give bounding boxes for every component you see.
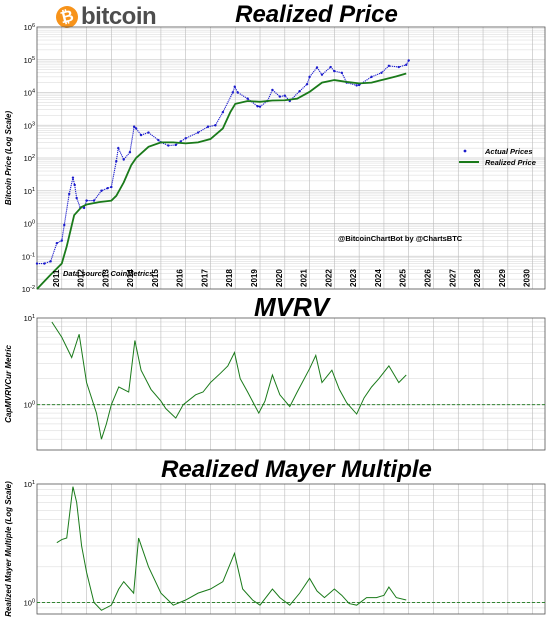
chart2-y-tick-label: 101	[24, 314, 35, 323]
chart1-y-tick-label: 102	[24, 154, 35, 163]
chart3-y-axis-label: Realized Mayer Multiple (Log Scale)	[4, 481, 13, 617]
chart2-y-tick-label: 100	[24, 401, 35, 410]
chart1-year-label: 2015	[151, 269, 160, 287]
bitcoin-logo: ₿ bitcoin	[53, 3, 157, 31]
chart1-y-tick-label: 10-2	[22, 285, 35, 294]
legend-actual-price-swatch	[463, 149, 467, 153]
chart1-year-label: 2030	[523, 269, 532, 287]
chart1-year-label: 2023	[349, 269, 358, 287]
chart1-y-tick-label: 100	[24, 220, 35, 229]
chart1-y-tick-label: 105	[24, 56, 35, 65]
chart1-frame	[36, 26, 546, 290]
realized-price-title: Realized Price	[235, 1, 398, 28]
mvrv-title: MVRV	[253, 292, 330, 322]
chart1-year-label: 2019	[250, 269, 259, 287]
chart1-year-label: 2020	[275, 269, 284, 287]
bitcoin-logo-text: bitcoin	[81, 3, 157, 30]
chart1-year-label: 2017	[200, 269, 209, 287]
chart1-year-label: 2013	[101, 269, 110, 287]
chart1-year-label: 2024	[374, 269, 383, 287]
legend-actual-price-label: Actual Prices	[484, 147, 533, 156]
chart1-year-label: 2014	[126, 269, 135, 287]
chart1-y-tick-label: 10-1	[22, 252, 35, 261]
chart1-year-label: 2012	[77, 269, 86, 287]
chart1-y-tick-label: 104	[24, 89, 35, 98]
chart2-y-axis-label: CapMVRVCur Metric	[4, 345, 13, 423]
chart1-realized-price-line	[36, 72, 407, 290]
chart1-year-label: 2026	[423, 269, 432, 287]
chart1-year-label: 2028	[473, 269, 482, 287]
chart3-frame	[36, 483, 546, 615]
chart1-year-label: 2022	[324, 269, 333, 287]
chart2-series-line	[51, 321, 407, 440]
chart1-y-axis-label: Bitcoin Price (Log Scale)	[4, 111, 13, 206]
data-source-annotation: Data source: CoinMetrics	[63, 269, 153, 278]
chart1-year-label: 2021	[300, 269, 309, 287]
chart1-year-label: 2011	[52, 269, 61, 287]
chart1-year-label: 2027	[448, 269, 457, 287]
credit-annotation: @BitcoinChartBot by @ChartsBTC	[338, 234, 463, 243]
chart1-year-label: 2016	[176, 269, 185, 287]
chart1-year-label: 2029	[498, 269, 507, 287]
chart3-y-tick-label: 100	[24, 599, 35, 608]
chart1-year-label: 2025	[399, 269, 408, 287]
chart3-series-line	[56, 486, 407, 611]
mayer-multiple-title: Realized Mayer Multiple	[161, 456, 432, 483]
chart1-y-tick-label: 106	[24, 23, 35, 32]
chart1-y-tick-label: 103	[24, 121, 35, 130]
legend-realized-price-label: Realized Price	[485, 158, 536, 167]
chart1-year-label: 2018	[225, 269, 234, 287]
chart1-y-tick-label: 101	[24, 187, 35, 196]
chart3-y-tick-label: 101	[24, 480, 35, 489]
chart2-frame	[36, 317, 546, 451]
